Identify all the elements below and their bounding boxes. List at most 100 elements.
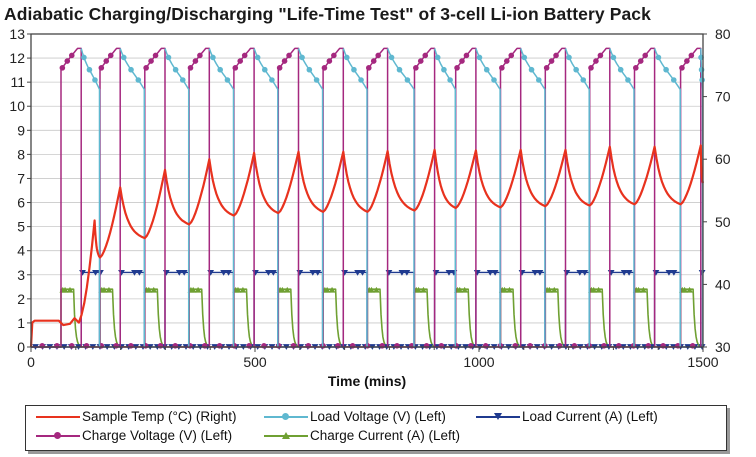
charge-voltage-marker: [690, 343, 696, 349]
legend-item-sample-temp: Sample Temp (°C) (Right): [36, 409, 236, 424]
charge-voltage-marker: [172, 343, 178, 349]
charge-voltage-marker: [277, 65, 283, 71]
charge-voltage-marker: [286, 53, 292, 59]
load-voltage-marker: [699, 77, 705, 83]
y-left-tick-label: 4: [17, 243, 25, 259]
load-voltage-marker: [92, 77, 98, 83]
load-voltage-marker: [625, 77, 631, 83]
charge-voltage-marker: [232, 65, 238, 71]
load-voltage-marker: [611, 55, 617, 61]
load-voltage-marker: [173, 67, 179, 73]
legend-label: Load Current (A) (Left): [522, 409, 658, 424]
charge-voltage-marker: [413, 65, 419, 71]
charge-voltage-marker: [598, 53, 604, 59]
charge-voltage-marker: [527, 343, 533, 349]
y-right-tick-label: 80: [715, 26, 731, 42]
load-voltage-marker: [566, 55, 572, 61]
charge-voltage-marker: [504, 58, 510, 64]
x-tick-label: 0: [27, 354, 35, 370]
charge-voltage-marker: [553, 53, 559, 59]
charge-voltage-marker: [242, 53, 248, 59]
charge-voltage-marker: [366, 65, 372, 71]
charge-voltage-marker: [108, 53, 114, 59]
load-voltage-marker: [477, 55, 483, 61]
charge-voltage-marker: [197, 53, 203, 59]
legend-swatch-charge-voltage: [36, 430, 80, 442]
charge-voltage-marker: [350, 343, 356, 349]
load-voltage-marker: [299, 55, 305, 61]
charge-voltage-marker: [601, 343, 607, 349]
charge-voltage-marker: [499, 65, 505, 71]
legend-item-charge-voltage: Charge Voltage (V) (Left): [36, 428, 232, 443]
y-left-tick-label: 1: [17, 315, 25, 331]
y-left-tick-label: 2: [17, 291, 25, 307]
charge-voltage-marker: [217, 343, 223, 349]
load-voltage-marker: [656, 55, 662, 61]
charge-voltage-marker: [237, 58, 243, 64]
y-left-tick-label: 12: [9, 50, 25, 66]
charge-voltage-marker: [375, 53, 381, 59]
charge-voltage-marker: [128, 343, 134, 349]
charge-voltage-marker: [322, 65, 328, 71]
charge-voltage-marker: [327, 58, 333, 64]
legend-item-load-voltage: Load Voltage (V) (Left): [264, 409, 446, 424]
x-tick-label: 1500: [687, 354, 718, 370]
charge-voltage-marker: [464, 53, 470, 59]
load-voltage-marker: [405, 77, 411, 83]
load-voltage-marker: [491, 77, 497, 83]
charge-voltage-marker: [616, 343, 622, 349]
charge-voltage-marker: [158, 343, 164, 349]
series-load-voltage: [120, 48, 144, 347]
charge-voltage-marker: [684, 58, 690, 64]
charge-voltage-marker: [418, 58, 424, 64]
charge-voltage-marker: [246, 343, 252, 349]
charge-voltage-marker: [454, 65, 460, 71]
load-voltage-marker: [389, 55, 395, 61]
load-voltage-marker: [484, 67, 490, 73]
y-left-tick-label: 7: [17, 170, 25, 186]
load-voltage-marker: [351, 67, 357, 73]
charge-voltage-marker: [689, 53, 695, 59]
x-axis-title: Time (mins): [328, 373, 406, 389]
y-left-tick-label: 8: [17, 146, 25, 162]
series-load-voltage: [254, 48, 278, 347]
plot-area: 0123456789101112133040506070800 500 1000 15…: [0, 0, 756, 400]
load-voltage-marker: [87, 67, 93, 73]
load-voltage-marker: [529, 67, 535, 73]
charge-voltage-marker: [188, 65, 194, 71]
charge-voltage-marker: [291, 343, 297, 349]
series-load-voltage: [165, 48, 189, 347]
charge-voltage-marker: [64, 58, 70, 64]
y-right-tick-label: 40: [715, 276, 731, 292]
legend-swatch-load-current: [476, 411, 520, 423]
legend-swatch-sample-temp: [36, 411, 80, 423]
y-left-tick-label: 6: [17, 195, 25, 211]
y-left-tick-label: 13: [9, 26, 25, 42]
legend-label: Charge Current (A) (Left): [310, 428, 460, 443]
load-voltage-marker: [307, 67, 313, 73]
y-right-tick-label: 30: [715, 339, 731, 355]
y-left-tick-label: 3: [17, 267, 25, 283]
y-left-tick-label: 9: [17, 122, 25, 138]
legend-label: Load Voltage (V) (Left): [310, 409, 446, 424]
x-tick-label: 1000: [463, 354, 494, 370]
charge-voltage-marker: [379, 343, 385, 349]
load-voltage-marker: [81, 55, 87, 61]
load-voltage-marker: [262, 67, 268, 73]
legend-swatch-charge-current: [264, 430, 308, 442]
y-left-tick-label: 5: [17, 219, 25, 235]
load-voltage-marker: [135, 77, 141, 83]
charge-voltage-marker: [193, 58, 199, 64]
load-voltage-marker: [447, 77, 453, 83]
y-right-tick-label: 50: [715, 214, 731, 230]
charge-voltage-marker: [422, 53, 428, 59]
charge-voltage-marker: [512, 343, 518, 349]
series-charge-voltage: [31, 48, 701, 347]
load-voltage-marker: [618, 67, 624, 73]
charge-voltage-marker: [424, 343, 430, 349]
load-voltage-marker: [225, 77, 231, 83]
charge-voltage-marker: [679, 65, 685, 71]
load-voltage-marker: [210, 55, 216, 61]
charge-voltage-marker: [394, 343, 400, 349]
legend-item-charge-current: Charge Current (A) (Left): [264, 428, 460, 443]
